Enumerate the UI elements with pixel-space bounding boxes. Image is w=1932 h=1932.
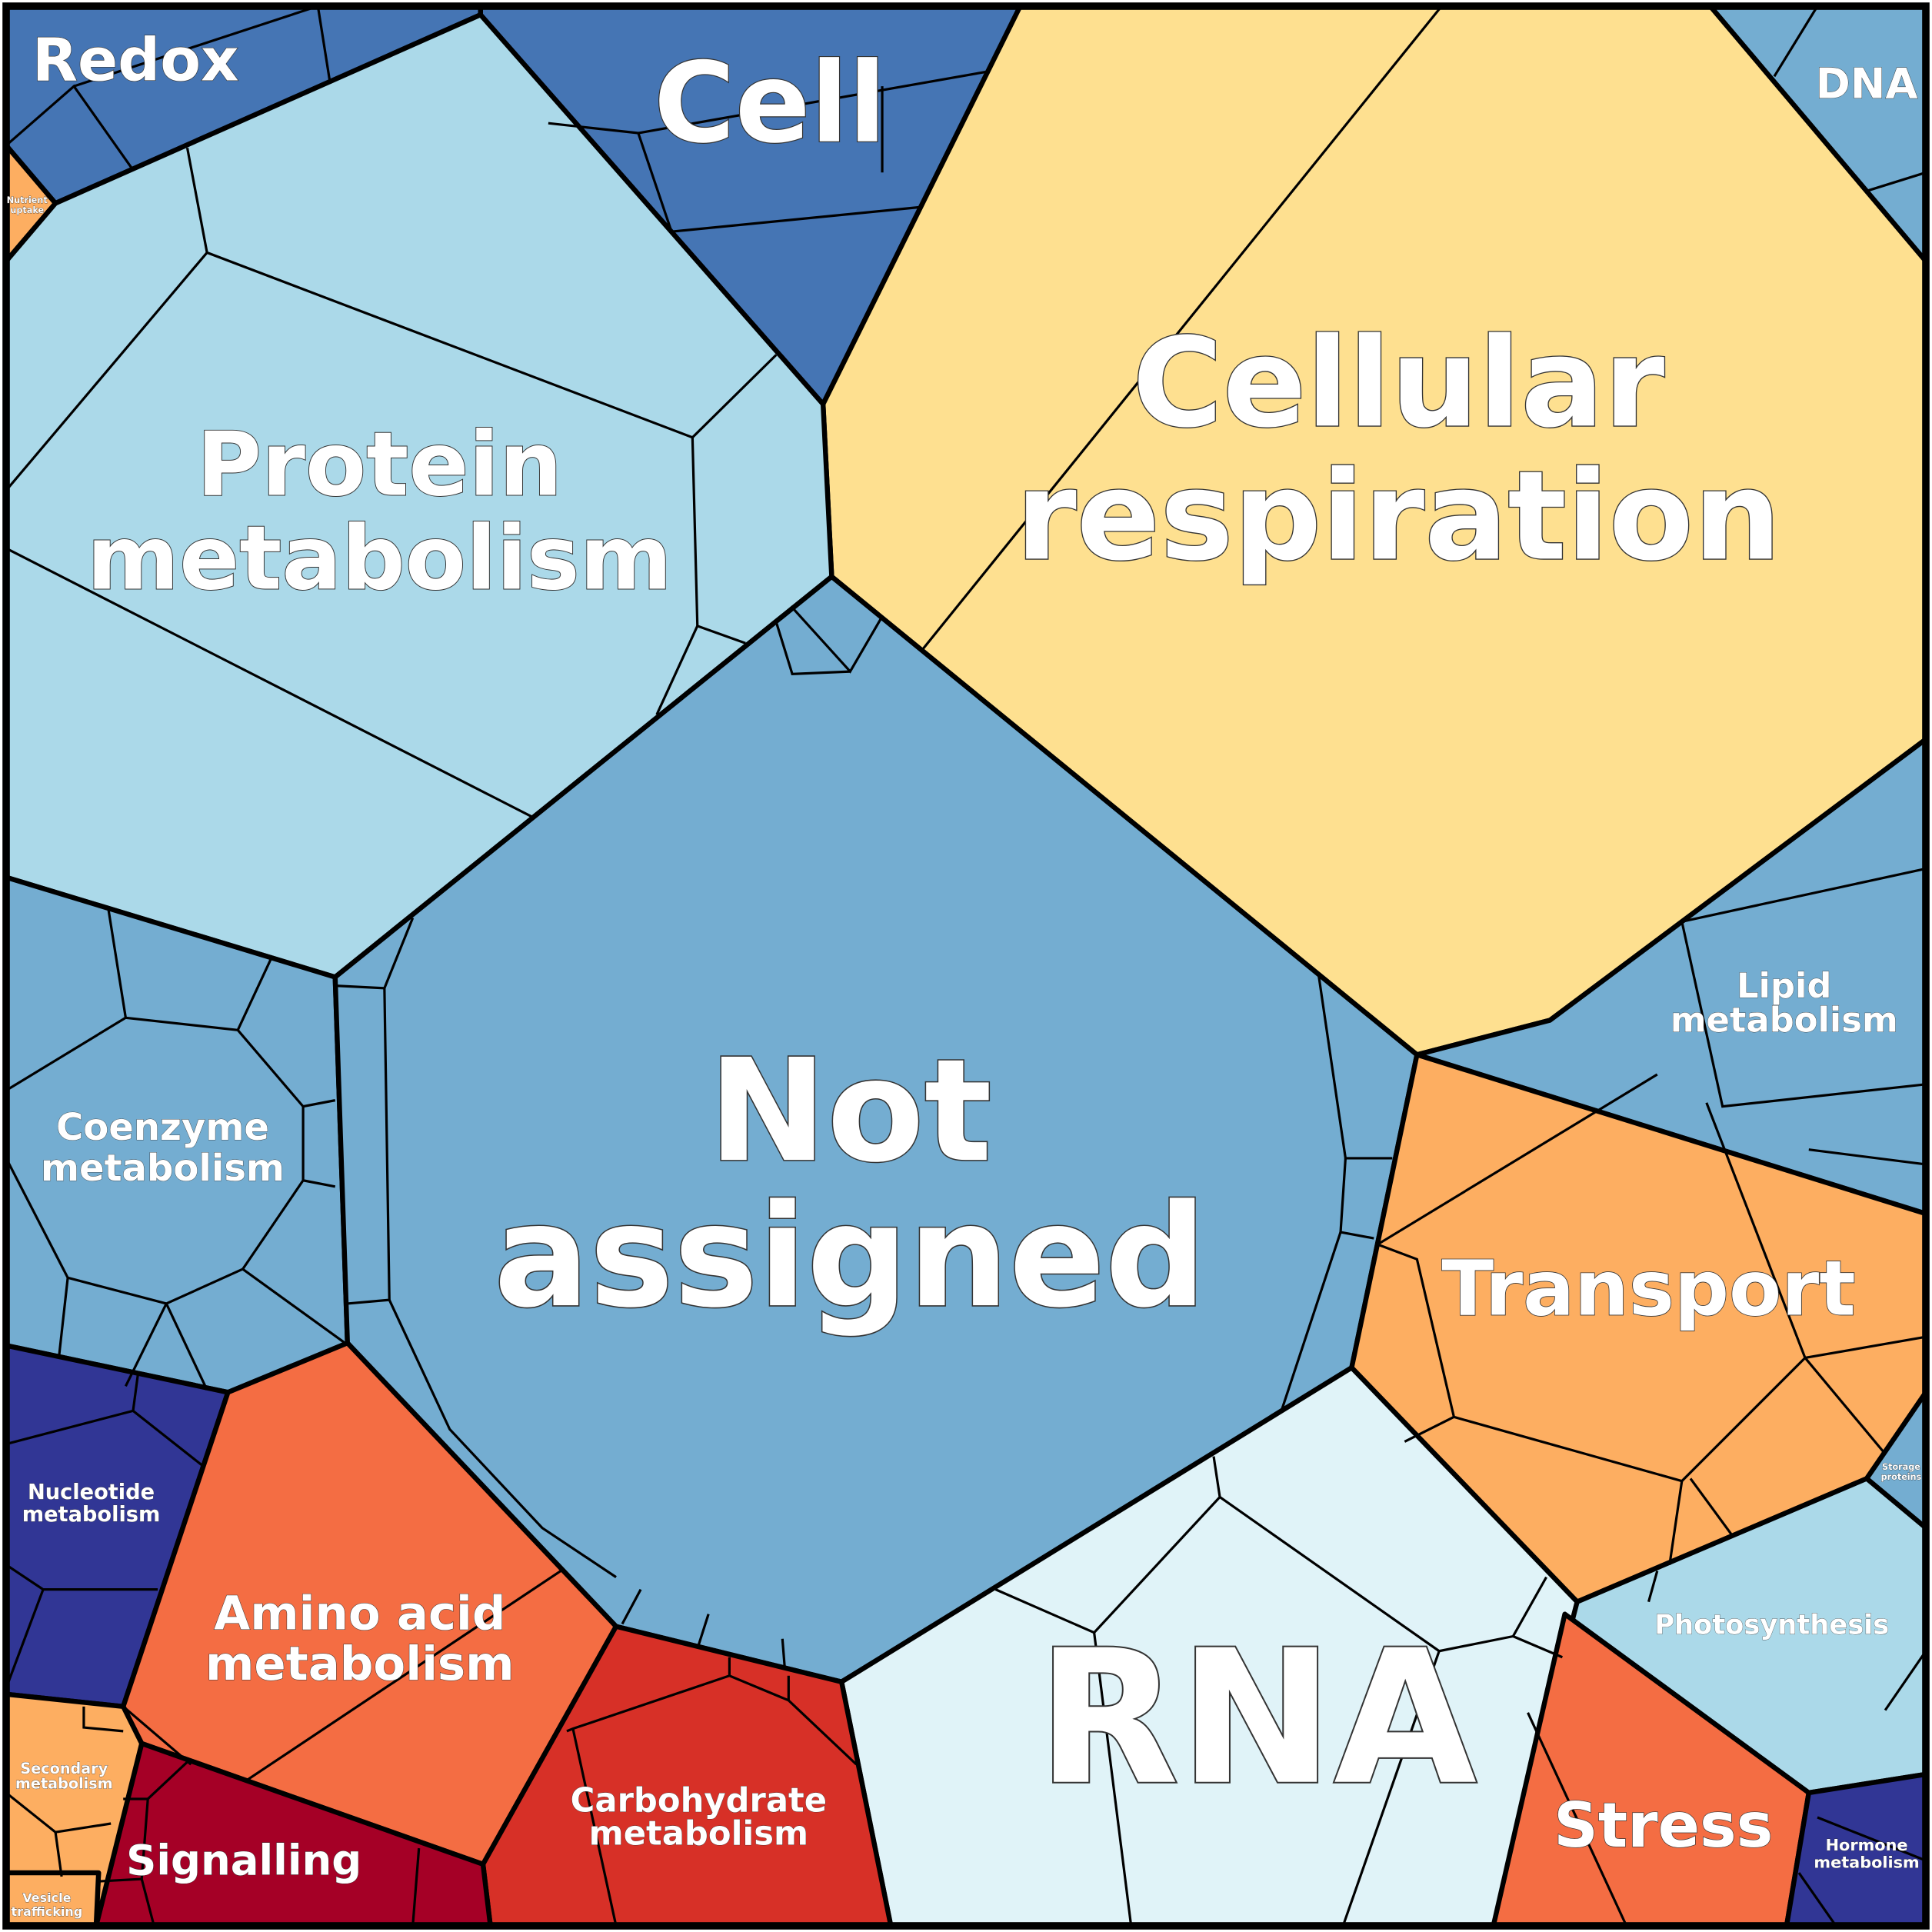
cell-label: metabolism	[15, 1774, 113, 1792]
inner-lines	[5, 5, 1927, 1927]
cell-label: metabolism	[589, 1815, 808, 1854]
cell-label: Redox	[32, 26, 239, 95]
cell-label: Protein	[197, 414, 563, 517]
cell-label: Cellular	[1132, 311, 1664, 455]
cell-label: Cell	[654, 39, 886, 168]
cell-label: Coenzyme	[56, 1106, 269, 1149]
cell-label: Vesicle	[22, 1890, 71, 1905]
cell-label: respiration	[1016, 444, 1781, 588]
cell-label: Stress	[1554, 1790, 1773, 1861]
cell-label: metabolism	[1671, 1000, 1898, 1041]
cell-label: metabolism	[41, 1147, 285, 1190]
cell-label: Photosynthesis	[1654, 1610, 1889, 1641]
cells	[3, 3, 1929, 1929]
cell-label: uptake	[10, 205, 44, 215]
cell-label: RNA	[1037, 1611, 1477, 1826]
cell-label: metabolism	[1814, 1853, 1919, 1871]
cell-label: Nucleotide	[28, 1481, 155, 1504]
cell-label: Secondary	[20, 1760, 108, 1777]
cell-label: Lipid	[1737, 965, 1832, 1006]
cell-label: Transport	[1441, 1244, 1855, 1333]
cell-label: trafficking	[12, 1904, 83, 1919]
cell-label: Amino acid	[214, 1586, 505, 1641]
cell-label: Hormone	[1826, 1836, 1908, 1854]
cell-label: metabolism	[87, 507, 672, 610]
cell-label: metabolism	[22, 1503, 161, 1527]
cell-label: proteins	[1881, 1472, 1922, 1482]
cell-label: Carbohydrate	[571, 1781, 827, 1820]
cell-label: metabolism	[205, 1637, 515, 1691]
cell-label: Nutrient	[7, 195, 48, 205]
cell-label: Signalling	[126, 1835, 361, 1884]
cell-label: Storage	[1882, 1462, 1920, 1472]
cell-label: DNA	[1816, 58, 1918, 108]
cell-label: assigned	[494, 1174, 1207, 1339]
cell-label: Not	[708, 1029, 992, 1194]
